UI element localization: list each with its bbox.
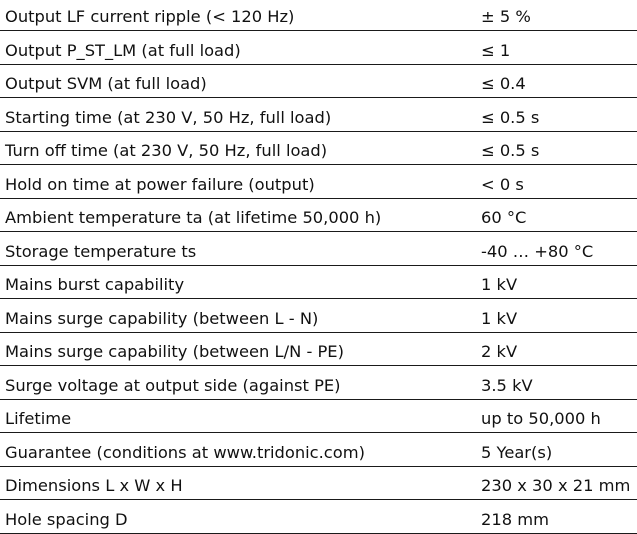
spec-value: up to 50,000 h (475, 399, 637, 433)
table-row: Turn off time (at 230 V, 50 Hz, full loa… (0, 131, 637, 165)
table-row: Output SVM (at full load) ≤ 0.4 (0, 64, 637, 98)
spec-parameter: Output P_ST_LM (at full load) (0, 30, 475, 65)
spec-parameter: Lifetime (0, 399, 475, 433)
table-row: Hole spacing D 218 mm (0, 499, 637, 534)
spec-parameter: Storage temperature ts (0, 231, 475, 266)
spec-value: 5 Year(s) (475, 432, 637, 467)
spec-parameter: Turn off time (at 230 V, 50 Hz, full loa… (0, 131, 475, 165)
spec-value: 230 x 30 x 21 mm (475, 466, 637, 500)
spec-parameter: Output SVM (at full load) (0, 64, 475, 98)
spec-parameter: Dimensions L x W x H (0, 466, 475, 500)
spec-value: 60 °C (475, 198, 637, 232)
table-row: Starting time (at 230 V, 50 Hz, full loa… (0, 97, 637, 132)
spec-parameter: Output LF current ripple (< 120 Hz) (0, 0, 475, 31)
table-row: Dimensions L x W x H 230 x 30 x 21 mm (0, 466, 637, 500)
spec-value: ≤ 0.5 s (475, 131, 637, 165)
table-row: Output P_ST_LM (at full load) ≤ 1 (0, 30, 637, 65)
table-row: Mains surge capability (between L/N - PE… (0, 332, 637, 366)
spec-value: 218 mm (475, 499, 637, 534)
spec-value: 3.5 kV (475, 365, 637, 400)
spec-parameter: Mains surge capability (between L/N - PE… (0, 332, 475, 366)
table-row: Storage temperature ts -40 … +80 °C (0, 231, 637, 266)
table-row: Lifetime up to 50,000 h (0, 399, 637, 433)
spec-parameter: Mains surge capability (between L - N) (0, 298, 475, 333)
table-row: Mains surge capability (between L - N) 1 … (0, 298, 637, 333)
spec-value: 2 kV (475, 332, 637, 366)
spec-parameter: Hold on time at power failure (output) (0, 164, 475, 199)
spec-value: ≤ 0.5 s (475, 97, 637, 132)
spec-parameter: Hole spacing D (0, 499, 475, 534)
spec-parameter: Starting time (at 230 V, 50 Hz, full loa… (0, 97, 475, 132)
table-row: Guarantee (conditions at www.tridonic.co… (0, 432, 637, 467)
spec-value: ≤ 1 (475, 30, 637, 65)
spec-value: ± 5 % (475, 0, 637, 31)
table-row: Hold on time at power failure (output) < … (0, 164, 637, 199)
table-row: Surge voltage at output side (against PE… (0, 365, 637, 400)
table-row: Ambient temperature ta (at lifetime 50,0… (0, 198, 637, 232)
spec-parameter: Guarantee (conditions at www.tridonic.co… (0, 432, 475, 467)
spec-parameter: Mains burst capability (0, 265, 475, 299)
spec-value: < 0 s (475, 164, 637, 199)
spec-value: ≤ 0.4 (475, 64, 637, 98)
spec-value: 1 kV (475, 265, 637, 299)
spec-parameter: Ambient temperature ta (at lifetime 50,0… (0, 198, 475, 232)
table-row: Mains burst capability 1 kV (0, 265, 637, 299)
spec-value: 1 kV (475, 298, 637, 333)
spec-value: -40 … +80 °C (475, 231, 637, 266)
table-row: Output LF current ripple (< 120 Hz) ± 5 % (0, 0, 637, 31)
spec-parameter: Surge voltage at output side (against PE… (0, 365, 475, 400)
